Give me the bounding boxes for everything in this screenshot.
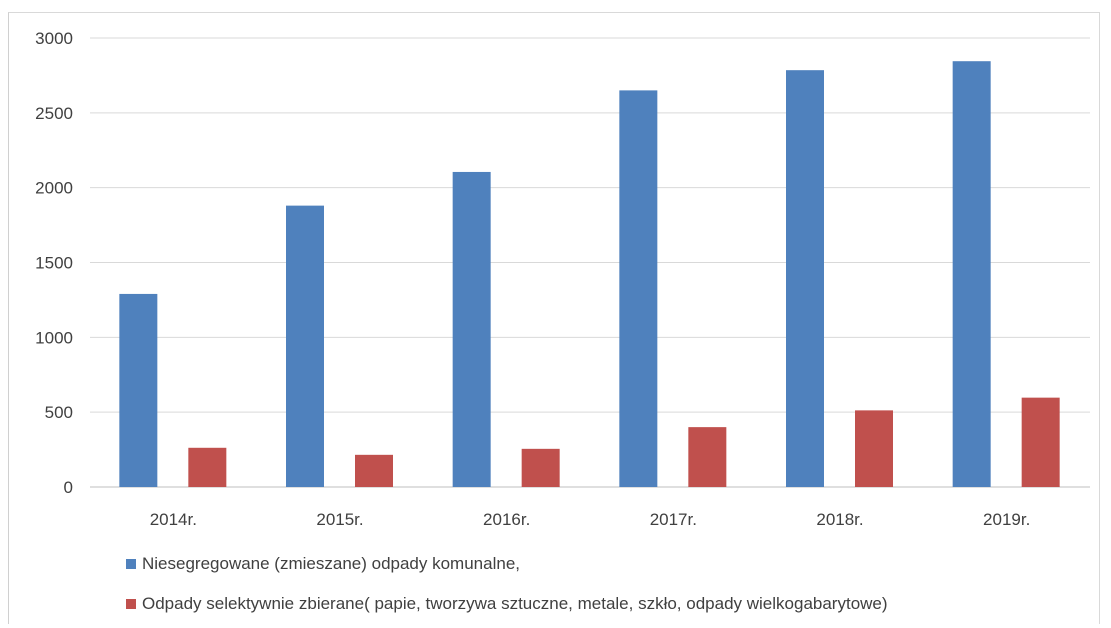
bar-series-1	[619, 90, 658, 487]
legend-label-series-2: Odpady selektywnie zbierane( papie, twor…	[142, 594, 888, 613]
x-tick-label: 2017r.	[650, 510, 697, 529]
bar-series-2	[1021, 397, 1060, 487]
bar-series-1	[452, 171, 491, 487]
y-tick-label: 2500	[35, 104, 73, 123]
x-tick-label: 2014r.	[150, 510, 197, 529]
x-tick-label: 2018r.	[816, 510, 863, 529]
bar-series-1	[119, 293, 158, 487]
y-tick-label: 1500	[35, 254, 73, 273]
legend-swatch-series-2	[126, 599, 136, 609]
legend-swatch-series-1	[126, 559, 136, 569]
y-tick-label: 0	[64, 478, 73, 497]
y-tick-label: 1000	[35, 328, 73, 347]
y-tick-label: 3000	[35, 29, 73, 48]
y-tick-label: 2000	[35, 179, 73, 198]
x-tick-label: 2019r.	[983, 510, 1030, 529]
bar-series-1	[786, 70, 824, 487]
bar-series-2	[355, 454, 393, 487]
bar-series-2	[521, 448, 560, 487]
legend-label-series-1: Niesegregowane (zmieszane) odpady komuna…	[142, 554, 520, 573]
bar-series-1	[286, 205, 324, 488]
x-tick-label: 2016r.	[483, 510, 530, 529]
bar-series-2	[855, 410, 893, 487]
y-tick-label: 500	[45, 403, 73, 422]
bar-series-2	[688, 427, 727, 487]
bar-series-2	[188, 447, 227, 487]
x-tick-label: 2015r.	[316, 510, 363, 529]
bar-series-1	[952, 61, 991, 487]
legend-item-series-1: Niesegregowane (zmieszane) odpady komuna…	[126, 554, 520, 574]
legend-item-series-2: Odpady selektywnie zbierane( papie, twor…	[126, 594, 888, 614]
chart-frame	[8, 12, 1100, 624]
